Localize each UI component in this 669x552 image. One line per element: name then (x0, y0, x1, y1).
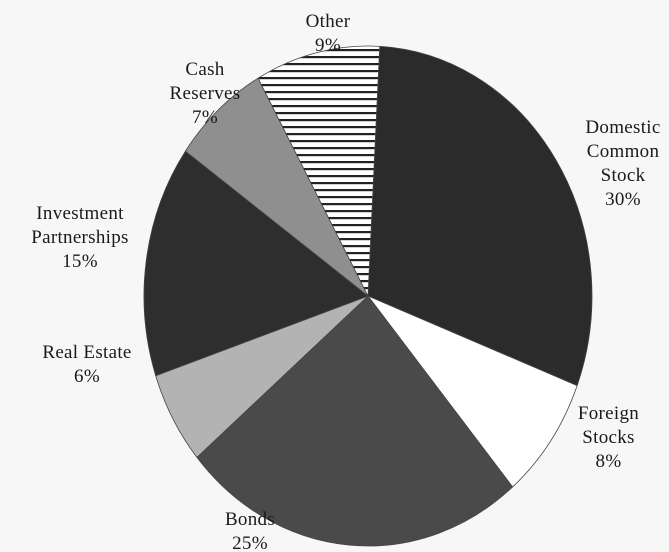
pie-slice-cash-reserves (184, 77, 369, 297)
pie-slice-investment-partnerships (143, 150, 369, 377)
slice-label-line: Stocks (582, 427, 635, 448)
pie-slice-domestic-common-stock (367, 45, 593, 387)
slice-label-investment-partnerships: Investment Partnerships 15% (10, 202, 150, 274)
slice-label-real-estate: Real Estate 6% (22, 341, 152, 389)
slice-label-line: Cash (185, 59, 225, 80)
slice-label-line: Domestic (585, 117, 661, 138)
pie-slice-other (257, 45, 381, 298)
slice-percent-label: 15% (62, 251, 98, 272)
pie-slice-bonds (196, 295, 514, 547)
slice-percent-label: 7% (192, 107, 218, 128)
slice-label-line: Stock (600, 165, 646, 186)
slice-label-bonds: Bonds 25% (210, 508, 290, 552)
slice-percent-label: 6% (74, 366, 100, 387)
slice-label-line: Foreign (577, 403, 640, 424)
slice-percent-label: 25% (232, 533, 268, 552)
slice-percent-label: 30% (605, 189, 641, 210)
slice-label-line: Bonds (224, 509, 276, 530)
slice-label-line: Reserves (169, 83, 241, 104)
slice-percent-label: 9% (315, 35, 341, 56)
slice-label-other: Other 9% (293, 10, 363, 58)
pie-slices (143, 45, 593, 547)
slice-label-line: Investment (36, 203, 124, 224)
slice-label-line: Other (305, 11, 351, 32)
slice-label-domestic-common-stock: Domestic Common Stock 30% (568, 116, 669, 212)
slice-label-line: Common (586, 141, 660, 162)
pie-slice-foreign-stocks (366, 295, 578, 488)
slice-label-line: Partnerships (31, 227, 129, 248)
slice-label-line: Real Estate (42, 342, 132, 363)
slice-label-cash-reserves: Cash Reserves 7% (155, 58, 255, 130)
slice-percent-label: 8% (595, 451, 622, 472)
slice-label-foreign-stocks: Foreign Stocks 8% (566, 402, 651, 474)
